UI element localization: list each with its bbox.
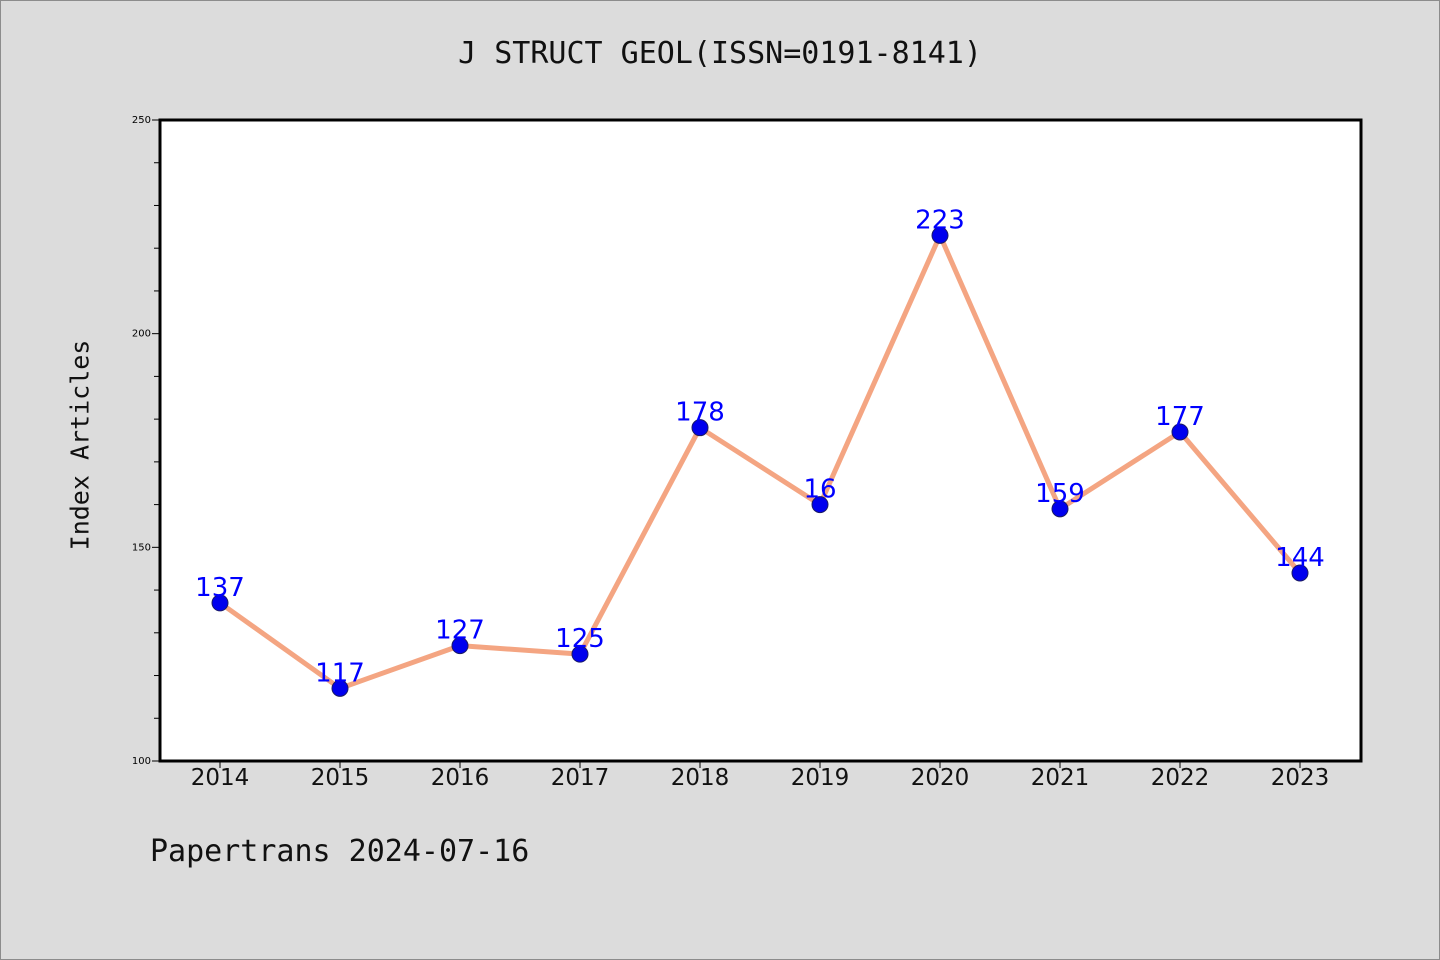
data-label: 117: [315, 658, 365, 688]
series-line: [218, 232, 1302, 691]
y-tick-label: 100: [132, 756, 151, 767]
x-tick-label: 2014: [191, 765, 250, 791]
x-tick-label: 2022: [1151, 765, 1210, 791]
data-label: 127: [435, 616, 485, 646]
x-tick-label: 2017: [551, 765, 610, 791]
data-point: [451, 637, 469, 655]
data-label: 177: [1155, 402, 1205, 432]
x-tick-label: 2023: [1271, 765, 1330, 791]
data-label: 178: [675, 398, 725, 428]
data-point: [1051, 500, 1069, 518]
data-point: [1171, 423, 1189, 441]
data-point: [691, 419, 709, 437]
x-tick-label: 2016: [431, 765, 490, 791]
x-tick-label: 2019: [791, 765, 850, 791]
x-tick-label: 2020: [911, 765, 970, 791]
data-label: 144: [1275, 543, 1325, 573]
data-point: [1291, 564, 1309, 582]
x-tick-label: 2018: [671, 765, 730, 791]
data-label: 223: [915, 205, 965, 235]
data-point: [811, 496, 829, 514]
data-point: [931, 226, 949, 244]
y-tick-label: 150: [132, 542, 151, 553]
data-label: 137: [195, 573, 245, 603]
y-tick-label: 250: [132, 115, 151, 126]
data-label: 16: [803, 475, 836, 505]
x-tick-label: 2021: [1031, 765, 1090, 791]
plot-border: [158, 118, 1363, 763]
data-point: [331, 679, 349, 697]
plot-area: [160, 120, 1361, 761]
data-label: 159: [1035, 479, 1085, 509]
footer-note: Papertrans 2024-07-16: [150, 834, 530, 869]
y-tick-label: 200: [132, 329, 151, 340]
x-tick-label: 2015: [311, 765, 370, 791]
data-point: [211, 594, 229, 612]
data-point: [571, 645, 589, 663]
data-label: 125: [555, 624, 605, 654]
chart-title: J STRUCT GEOL(ISSN=0191-8141): [458, 36, 982, 71]
